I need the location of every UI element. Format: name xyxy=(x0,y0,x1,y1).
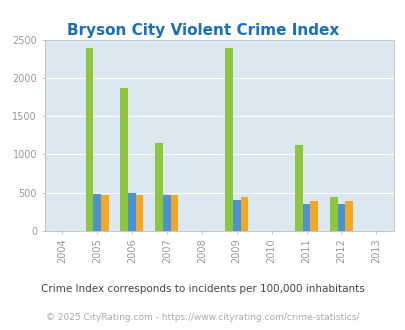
Text: Crime Index corresponds to incidents per 100,000 inhabitants: Crime Index corresponds to incidents per… xyxy=(41,284,364,294)
Bar xyxy=(120,88,128,231)
Bar xyxy=(337,204,344,231)
Bar xyxy=(135,195,143,231)
Text: © 2025 CityRating.com - https://www.cityrating.com/crime-statistics/: © 2025 CityRating.com - https://www.city… xyxy=(46,313,359,322)
Bar xyxy=(128,193,135,231)
Bar xyxy=(302,204,309,231)
Bar xyxy=(155,143,163,231)
Bar xyxy=(93,194,100,231)
Text: Bryson City Violent Crime Index: Bryson City Violent Crime Index xyxy=(67,23,338,38)
Bar xyxy=(225,48,232,231)
Bar xyxy=(170,195,178,231)
Bar xyxy=(294,145,302,231)
Bar xyxy=(240,197,247,231)
Bar xyxy=(100,195,108,231)
Bar xyxy=(163,195,170,231)
Bar xyxy=(309,201,317,231)
Bar xyxy=(232,200,240,231)
Bar xyxy=(85,48,93,231)
Bar xyxy=(329,197,337,231)
Bar xyxy=(344,201,352,231)
